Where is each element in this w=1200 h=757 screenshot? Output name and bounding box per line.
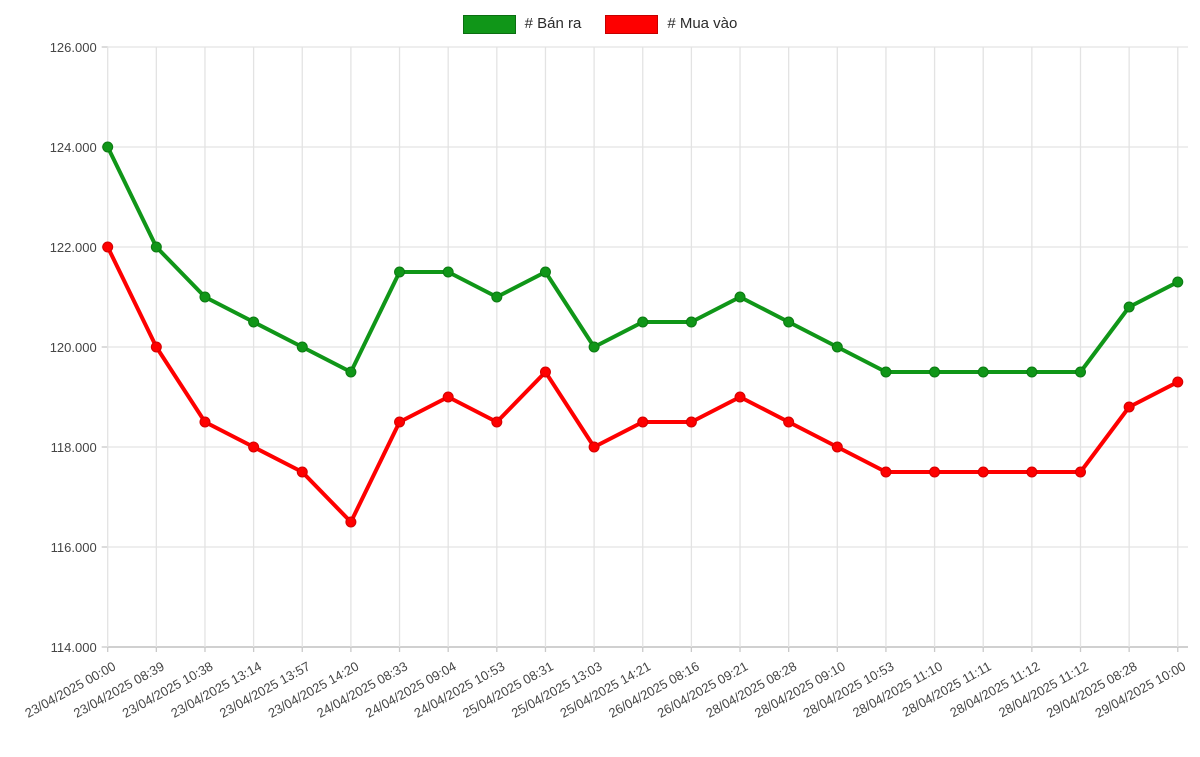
y-axis-label: 126.000 <box>50 40 97 55</box>
data-point[interactable] <box>102 241 114 253</box>
data-point[interactable] <box>929 466 941 478</box>
data-point[interactable] <box>1026 366 1038 378</box>
data-point[interactable] <box>637 316 649 328</box>
data-point[interactable] <box>1123 301 1135 313</box>
legend-item-ban-ra: # Bán ra <box>462 14 582 34</box>
data-point[interactable] <box>491 291 503 303</box>
data-point[interactable] <box>1172 376 1184 388</box>
data-point[interactable] <box>880 466 892 478</box>
legend-label-ban-ra: # Bán ra <box>524 15 582 32</box>
data-point[interactable] <box>539 366 551 378</box>
data-point[interactable] <box>588 441 600 453</box>
legend-swatch-ban-ra-icon <box>462 14 516 34</box>
y-axis-label: 124.000 <box>50 140 97 155</box>
data-point[interactable] <box>1172 276 1184 288</box>
data-point[interactable] <box>831 341 843 353</box>
data-point[interactable] <box>1123 401 1135 413</box>
data-point[interactable] <box>199 416 211 428</box>
chart-legend: # Bán ra # Mua vào <box>0 14 1200 34</box>
data-point[interactable] <box>442 391 454 403</box>
data-point[interactable] <box>394 416 406 428</box>
data-point[interactable] <box>1075 466 1086 478</box>
data-point[interactable] <box>296 466 308 478</box>
data-point[interactable] <box>783 316 795 328</box>
data-point[interactable] <box>248 441 260 453</box>
y-axis-label: 118.000 <box>51 440 97 455</box>
data-point[interactable] <box>929 366 941 378</box>
y-axis-label: 120.000 <box>50 340 97 355</box>
data-point[interactable] <box>150 341 162 353</box>
data-point[interactable] <box>734 291 746 303</box>
data-point[interactable] <box>248 316 260 328</box>
legend-label-mua-vao: # Mua vào <box>667 15 738 32</box>
data-point[interactable] <box>539 266 551 278</box>
data-point[interactable] <box>1026 466 1038 478</box>
data-point[interactable] <box>345 366 357 378</box>
y-axis-label: 116.000 <box>51 540 97 555</box>
legend-item-mua-vao: # Mua vào <box>605 14 737 34</box>
data-point[interactable] <box>394 266 406 278</box>
data-point[interactable] <box>734 391 746 403</box>
data-point[interactable] <box>150 241 162 253</box>
data-point[interactable] <box>296 341 308 353</box>
data-point[interactable] <box>442 266 454 278</box>
y-axis-label: 122.000 <box>50 240 97 255</box>
data-point[interactable] <box>977 366 989 378</box>
data-point[interactable] <box>880 366 892 378</box>
legend-swatch-mua-vao-icon <box>605 14 659 34</box>
data-point[interactable] <box>685 316 697 328</box>
data-point[interactable] <box>637 416 649 428</box>
data-point[interactable] <box>199 291 211 303</box>
data-point[interactable] <box>588 341 600 353</box>
data-point[interactable] <box>345 516 357 528</box>
data-point[interactable] <box>491 416 503 428</box>
y-axis-label: 114.000 <box>51 640 97 655</box>
data-point[interactable] <box>831 441 843 453</box>
data-point[interactable] <box>783 416 795 428</box>
data-point[interactable] <box>685 416 697 428</box>
data-point[interactable] <box>102 141 114 153</box>
data-point[interactable] <box>1075 366 1086 378</box>
data-point[interactable] <box>977 466 989 478</box>
